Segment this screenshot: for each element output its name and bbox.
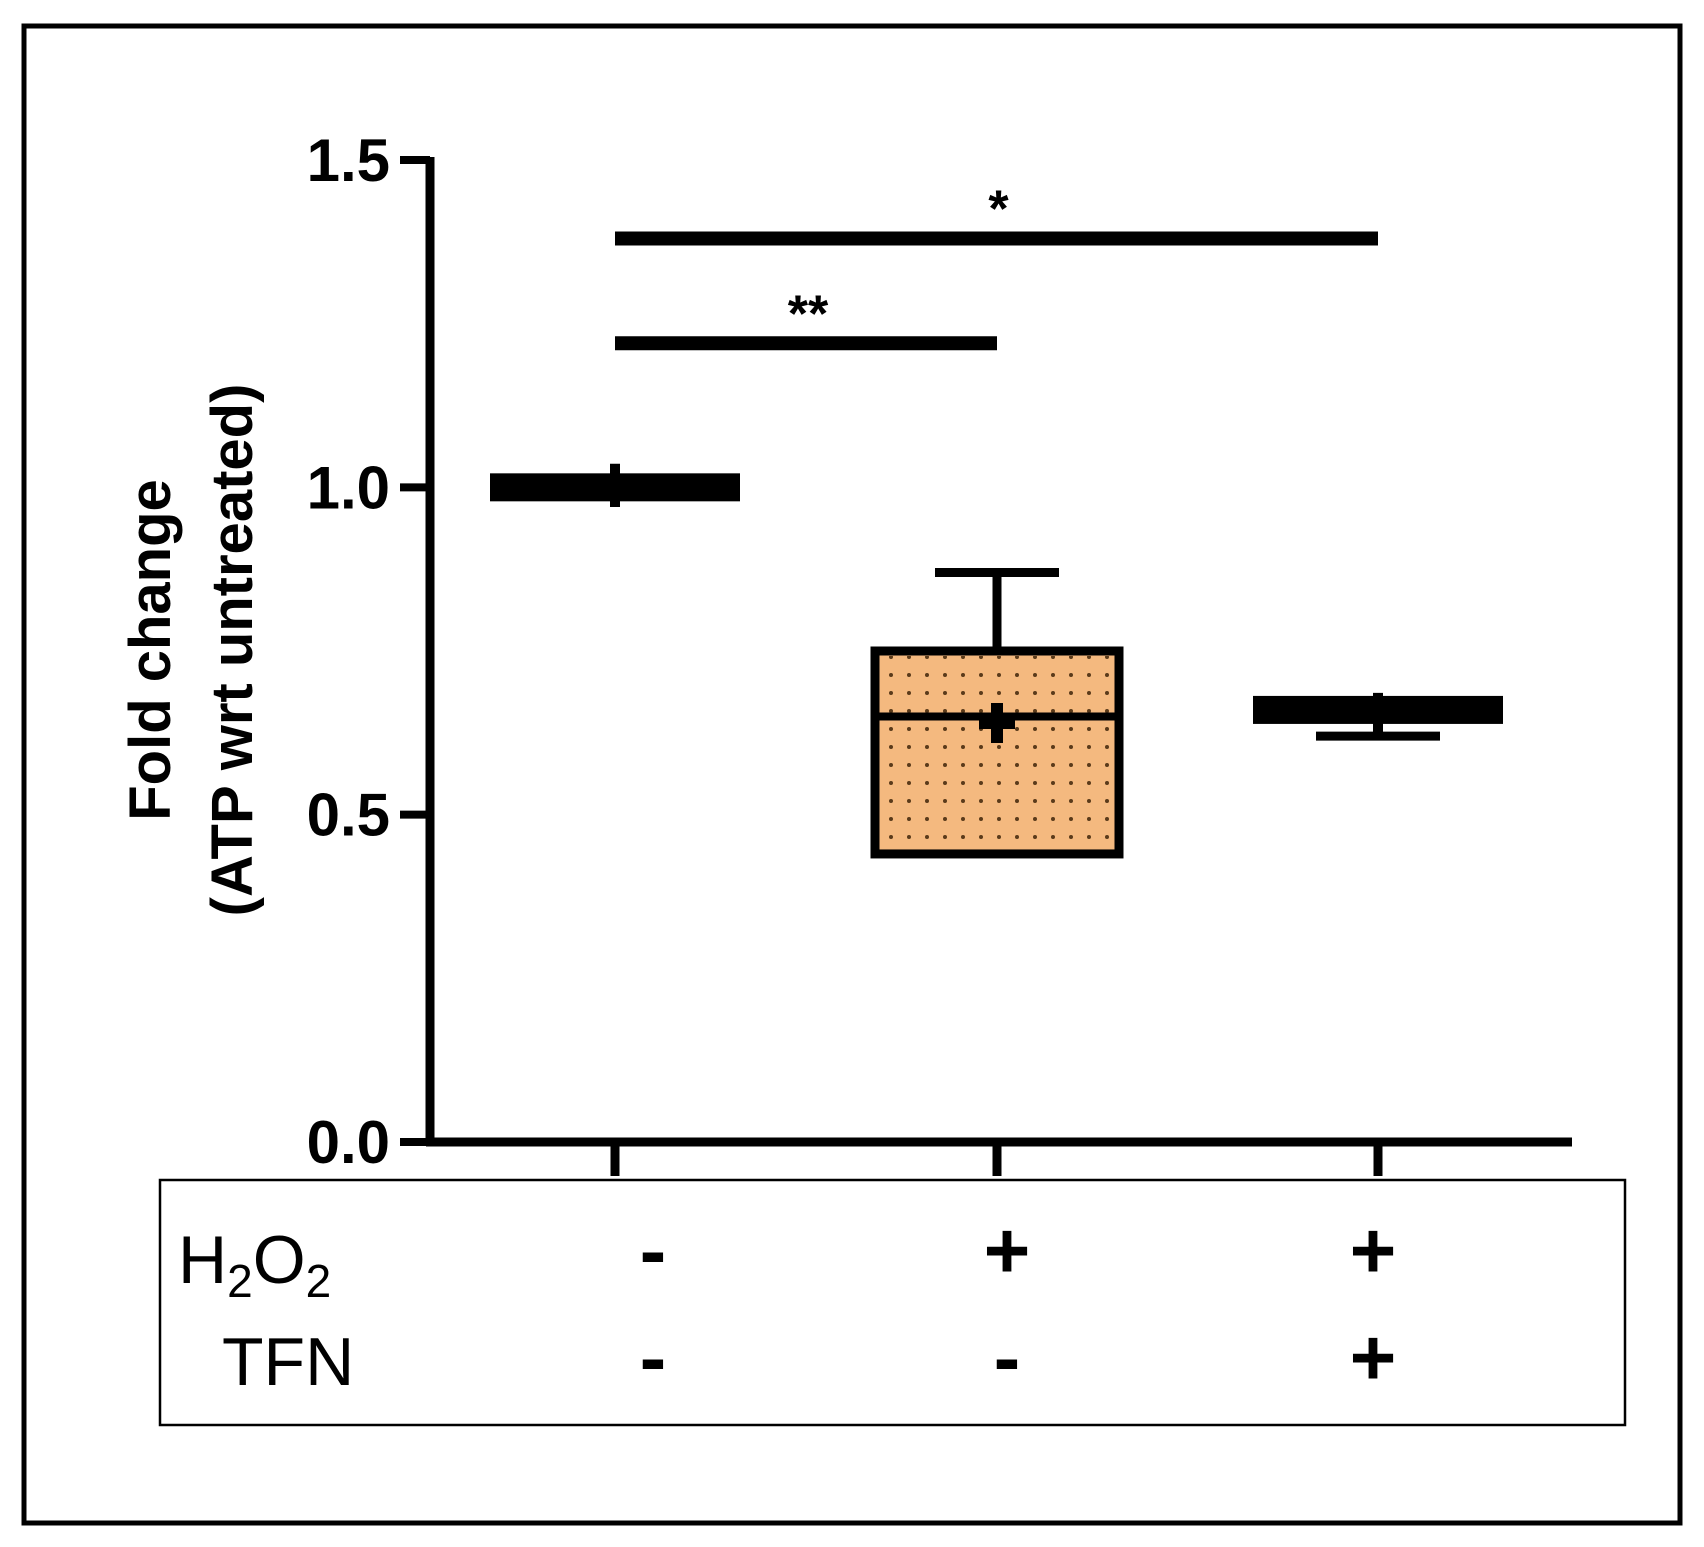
y-ticks: 0.0 0.5 1.0 1.5: [307, 127, 430, 1176]
outer-frame: [21, 23, 1683, 1526]
boxes: [490, 463, 1503, 859]
box-pattern-1: [880, 656, 1114, 849]
y-axis-title-line2: (ATP wrt untreated): [200, 384, 265, 917]
significance-label-1: *: [988, 181, 1009, 239]
y-tick-label-2: 1.0: [307, 454, 390, 521]
box-group-1: [870, 567, 1124, 859]
treatment-label-h2o2: H2O2: [178, 1222, 331, 1307]
treatment-sign-1-1: -: [994, 1313, 1021, 1402]
treatment-sign-0-1: +: [984, 1206, 1031, 1295]
significance-label-0: **: [788, 285, 829, 343]
y-tick-label-1: 0.5: [307, 782, 390, 849]
box-group-2: [1253, 692, 1503, 741]
box-group-0: [490, 463, 740, 507]
treatment-sign-0-2: +: [1350, 1206, 1397, 1295]
treatment-table: H2O2 TFN - + + - - +: [178, 1206, 1396, 1402]
y-axis-title-line1: Fold change: [118, 479, 183, 821]
significance-bars: ***: [615, 181, 1378, 351]
treatment-sign-1-0: -: [640, 1313, 667, 1402]
axes: [425, 157, 1572, 1176]
y-axis-title: Fold change (ATP wrt untreated): [118, 384, 265, 917]
treatment-sign-1-2: +: [1350, 1313, 1397, 1402]
treatment-sign-0-0: -: [640, 1206, 667, 1295]
y-tick-label-3: 1.5: [307, 127, 390, 194]
y-tick-label-0: 0.0: [307, 1109, 390, 1176]
treatment-table-frame: [158, 1178, 1627, 1427]
treatment-label-tfn: TFN: [222, 1324, 354, 1400]
